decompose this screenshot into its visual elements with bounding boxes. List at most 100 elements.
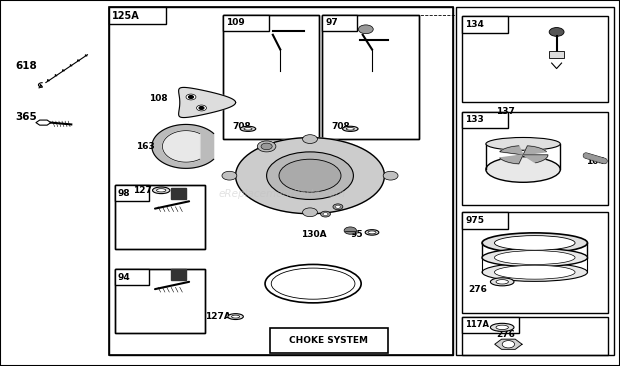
Polygon shape [523,146,546,155]
Bar [322,15,419,139]
Text: CHOKE SYSTEM: CHOKE SYSTEM [289,336,368,345]
Text: eReplacementParts.com: eReplacementParts.com [218,189,346,199]
Bar [549,51,564,57]
Circle shape [188,96,193,98]
Text: 137: 137 [496,107,515,116]
Text: 708: 708 [332,122,350,131]
Text: 117A: 117A [465,320,489,329]
Text: 276: 276 [468,285,487,294]
Bar [456,7,614,355]
Polygon shape [170,188,186,199]
Bar [462,212,608,313]
Bar [462,112,608,205]
Bar [115,185,149,201]
Circle shape [344,227,356,234]
Circle shape [321,211,330,217]
Circle shape [199,107,204,109]
Polygon shape [152,124,213,168]
Text: 127: 127 [133,186,152,195]
Ellipse shape [232,315,239,318]
Bar [115,269,149,285]
Polygon shape [500,155,523,164]
Circle shape [502,341,515,348]
Bar [115,185,205,249]
Circle shape [257,141,276,152]
Text: 365: 365 [16,112,37,122]
Ellipse shape [342,126,358,131]
Bar [223,15,269,31]
Text: 125A: 125A [112,11,140,20]
Ellipse shape [241,126,255,131]
Polygon shape [236,138,384,214]
Polygon shape [523,155,548,163]
Bar [108,7,453,355]
Text: 163: 163 [136,142,155,151]
Ellipse shape [267,152,353,199]
Ellipse shape [496,280,508,284]
Circle shape [333,204,343,210]
Ellipse shape [496,325,508,329]
Ellipse shape [365,230,379,235]
Circle shape [549,27,564,36]
Bar [108,7,453,355]
Text: 127A: 127A [205,312,231,321]
Ellipse shape [486,138,560,150]
Bar [462,317,519,333]
Ellipse shape [482,249,588,267]
Bar [462,212,508,229]
Bar [115,269,205,333]
Text: 95: 95 [350,230,363,239]
Circle shape [303,135,317,143]
Ellipse shape [244,127,252,130]
Text: 276: 276 [496,330,515,339]
Bar [322,15,357,31]
Bar [270,328,388,353]
Circle shape [303,208,317,217]
Text: 134: 134 [465,20,484,29]
Circle shape [197,105,206,111]
Bar [462,317,608,355]
Polygon shape [495,339,522,349]
Ellipse shape [495,265,575,279]
Bar [462,112,508,128]
Circle shape [186,94,196,100]
Text: 708: 708 [232,122,251,131]
Ellipse shape [482,233,588,253]
Ellipse shape [153,187,170,194]
Ellipse shape [482,263,588,281]
Polygon shape [162,131,200,162]
Circle shape [358,25,373,34]
Bar [322,15,419,139]
Ellipse shape [490,323,514,331]
Circle shape [383,171,398,180]
Polygon shape [170,269,186,280]
Ellipse shape [346,127,354,130]
Bar [115,269,205,333]
Text: 108: 108 [149,94,167,103]
Text: 109: 109 [226,18,245,27]
Bar [115,185,205,249]
Text: 975: 975 [465,216,484,225]
Ellipse shape [228,314,243,320]
Ellipse shape [156,189,166,192]
Text: 94: 94 [118,273,131,282]
Bar [108,7,166,24]
Circle shape [335,205,340,208]
Bar [223,15,319,139]
Ellipse shape [368,231,376,234]
Ellipse shape [495,251,575,265]
Ellipse shape [495,236,575,250]
Circle shape [222,171,237,180]
Ellipse shape [486,157,560,182]
Circle shape [323,213,328,216]
Text: 133: 133 [465,115,484,124]
Bar [223,15,319,139]
Text: 618: 618 [16,61,37,71]
Text: 104: 104 [586,157,604,165]
Text: 98: 98 [118,188,130,198]
Bar [462,16,608,102]
Text: 130A: 130A [301,230,326,239]
Polygon shape [179,87,236,117]
Ellipse shape [272,268,355,299]
Text: 97: 97 [326,18,339,27]
